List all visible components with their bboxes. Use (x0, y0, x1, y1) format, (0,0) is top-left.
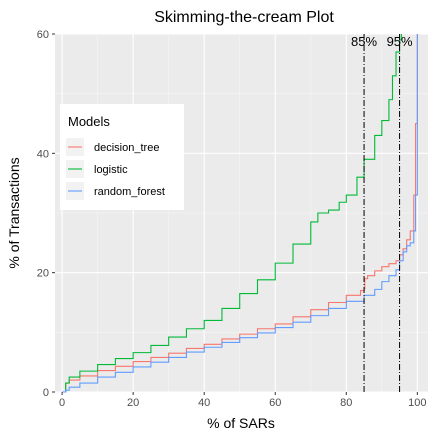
x-tick-label: 0 (59, 397, 65, 409)
legend-items: decision_tree logistic random_forest (66, 138, 165, 200)
chart-title: Skimming-the-cream Plot (154, 9, 334, 26)
reference-label-85: 85% (351, 34, 377, 49)
series-layer (62, 34, 418, 393)
legend: Models decision_tree logistic random_fores… (60, 104, 184, 210)
x-tick-label: 100 (408, 397, 426, 409)
y-tick-label: 20 (37, 268, 49, 280)
legend-label-logistic: logistic (94, 164, 128, 176)
reference-label-95: 95% (387, 34, 413, 49)
legend-title: Models (68, 114, 110, 129)
grid-minor (55, 34, 428, 392)
x-tick-label: 40 (198, 397, 210, 409)
x-axis: 0 20 40 60 80 100 (59, 392, 427, 409)
y-tick-label: 60 (37, 29, 49, 41)
series-line-logistic (62, 34, 402, 393)
x-tick-label: 20 (127, 397, 139, 409)
x-tick-label: 60 (269, 397, 281, 409)
y-axis-title: % of Transactions (6, 157, 22, 268)
series-line-decision-tree (62, 34, 418, 393)
legend-label-random-forest: random_forest (94, 186, 165, 198)
y-tick-label: 0 (43, 387, 49, 399)
series-line-random-forest (62, 34, 418, 393)
x-axis-title: % of SARs (207, 415, 275, 431)
y-tick-label: 40 (37, 148, 49, 160)
x-tick-label: 80 (340, 397, 352, 409)
legend-label-decision-tree: decision_tree (94, 142, 159, 154)
y-axis: 0 20 40 60 (37, 29, 55, 399)
grid-major (55, 33, 428, 393)
reference-lines: 85% 95% (351, 34, 413, 392)
